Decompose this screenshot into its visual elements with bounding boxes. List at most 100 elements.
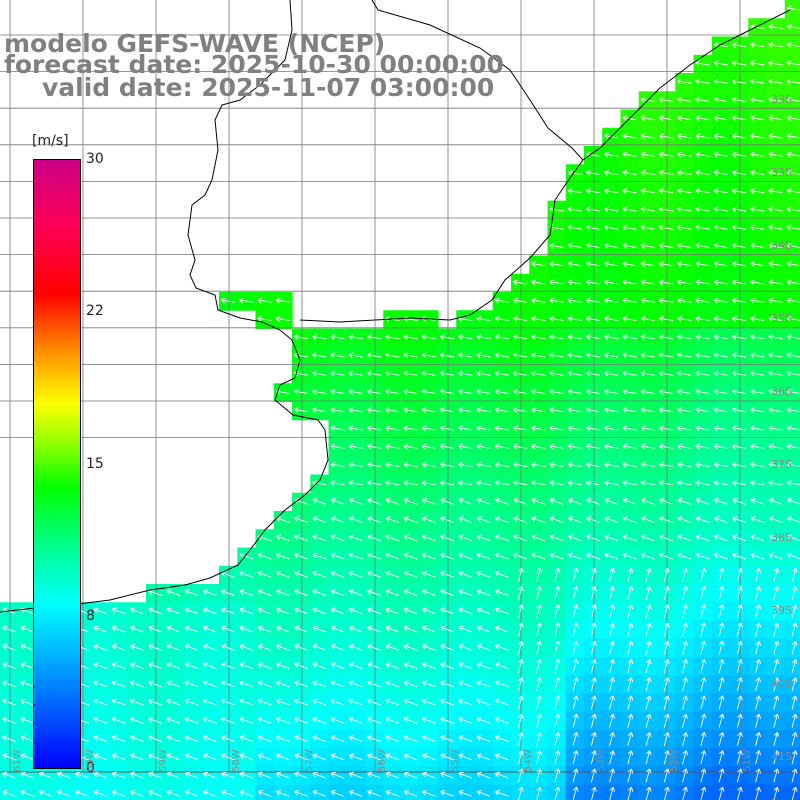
wind-arrow [791, 659, 798, 674]
wind-arrow [713, 261, 728, 267]
wind-arrow [385, 534, 400, 542]
wind-arrow [755, 677, 761, 692]
wind-arrow [367, 698, 381, 706]
wind-arrow [494, 589, 509, 596]
wind-arrow [20, 698, 35, 706]
wind-arrow [458, 680, 473, 688]
wind-arrow [713, 461, 728, 468]
wind-arrow [713, 60, 728, 67]
wind-arrow [257, 680, 272, 688]
wind-arrow [572, 622, 579, 637]
field-cell [784, 54, 800, 74]
wind-arrow [622, 297, 637, 304]
wind-arrow [184, 680, 199, 688]
wind-arrow [348, 370, 363, 377]
wind-arrow [590, 659, 597, 674]
wind-arrow [731, 407, 747, 413]
wind-arrow [458, 552, 473, 560]
wind-arrow [536, 640, 542, 655]
wind-arrow [627, 732, 634, 747]
wind-arrow [257, 771, 272, 779]
wind-arrow [421, 480, 436, 486]
wind-arrow [572, 786, 579, 800]
wind-arrow [731, 188, 747, 194]
wind-arrow [440, 498, 454, 505]
field-cell [36, 784, 56, 800]
wind-arrow [640, 334, 655, 340]
wind-arrow [645, 659, 652, 674]
wind-arrow [166, 644, 181, 651]
wind-arrow [549, 407, 564, 413]
wind-arrow [677, 297, 692, 304]
wind-arrow [536, 750, 542, 765]
wind-arrow [604, 370, 619, 377]
wind-arrow [695, 407, 710, 413]
wind-arrow [713, 370, 728, 377]
wind-arrow [627, 695, 634, 710]
wind-arrow [458, 790, 473, 797]
wind-arrow [184, 589, 199, 596]
wind-arrow [421, 552, 436, 560]
lon-label: 58W [231, 749, 242, 772]
wind-arrow [549, 206, 564, 213]
wind-arrow [732, 516, 746, 523]
field-cell [784, 401, 800, 421]
wind-arrow [773, 786, 780, 800]
wind-arrow [257, 589, 272, 596]
wind-arrow [700, 768, 707, 783]
wind-arrow [166, 698, 181, 706]
wind-arrow [750, 60, 765, 67]
wind-arrow [202, 771, 217, 779]
wind-arrow [312, 644, 327, 651]
wind-arrow [458, 625, 473, 633]
wind-arrow [572, 567, 579, 582]
wind-arrow [257, 552, 272, 560]
wind-arrow [549, 480, 564, 486]
lon-label: 54W [523, 749, 534, 772]
wind-arrow [585, 334, 601, 340]
wind-arrow [294, 552, 308, 560]
wind-arrow [129, 680, 144, 688]
wind-arrow [476, 662, 491, 669]
wind-arrow [713, 498, 728, 505]
wind-arrow [659, 552, 673, 560]
wind-arrow [567, 315, 582, 322]
wind-arrow [604, 188, 619, 194]
wind-arrow [604, 315, 619, 322]
wind-arrow [700, 695, 707, 710]
wind-arrow [768, 297, 783, 304]
wind-arrow [403, 461, 418, 468]
wind-arrow [129, 625, 144, 633]
wind-arrow [682, 786, 688, 800]
wind-arrow [658, 407, 674, 413]
wind-arrow [476, 571, 491, 578]
wind-arrow [750, 261, 765, 267]
wind-arrow [348, 388, 363, 395]
lon-label: 60W [85, 749, 96, 772]
wind-arrow [750, 443, 765, 450]
wind-arrow [585, 169, 601, 176]
wind-arrow [458, 388, 473, 395]
wind-arrow [786, 315, 800, 322]
wind-arrow [184, 717, 199, 724]
field-cell [0, 784, 19, 800]
wind-arrow [622, 480, 637, 486]
wind-arrow [663, 567, 670, 582]
wind-arrow [609, 695, 615, 710]
wind-arrow [385, 571, 400, 578]
wind-arrow [585, 461, 601, 468]
wind-arrow [604, 480, 619, 486]
wind-arrow [590, 713, 597, 728]
wind-arrow [658, 315, 674, 322]
wind-arrow [658, 352, 674, 359]
coastline [0, 0, 791, 613]
wind-arrow [791, 586, 798, 601]
wind-arrow [622, 352, 637, 359]
wind-arrow [609, 786, 615, 800]
wind-arrow [202, 680, 217, 688]
wind-arrow [663, 713, 670, 728]
wind-arrow [658, 334, 674, 340]
wind-arrow [786, 96, 800, 103]
wind-arrow [348, 698, 363, 706]
field-cell [237, 784, 256, 800]
